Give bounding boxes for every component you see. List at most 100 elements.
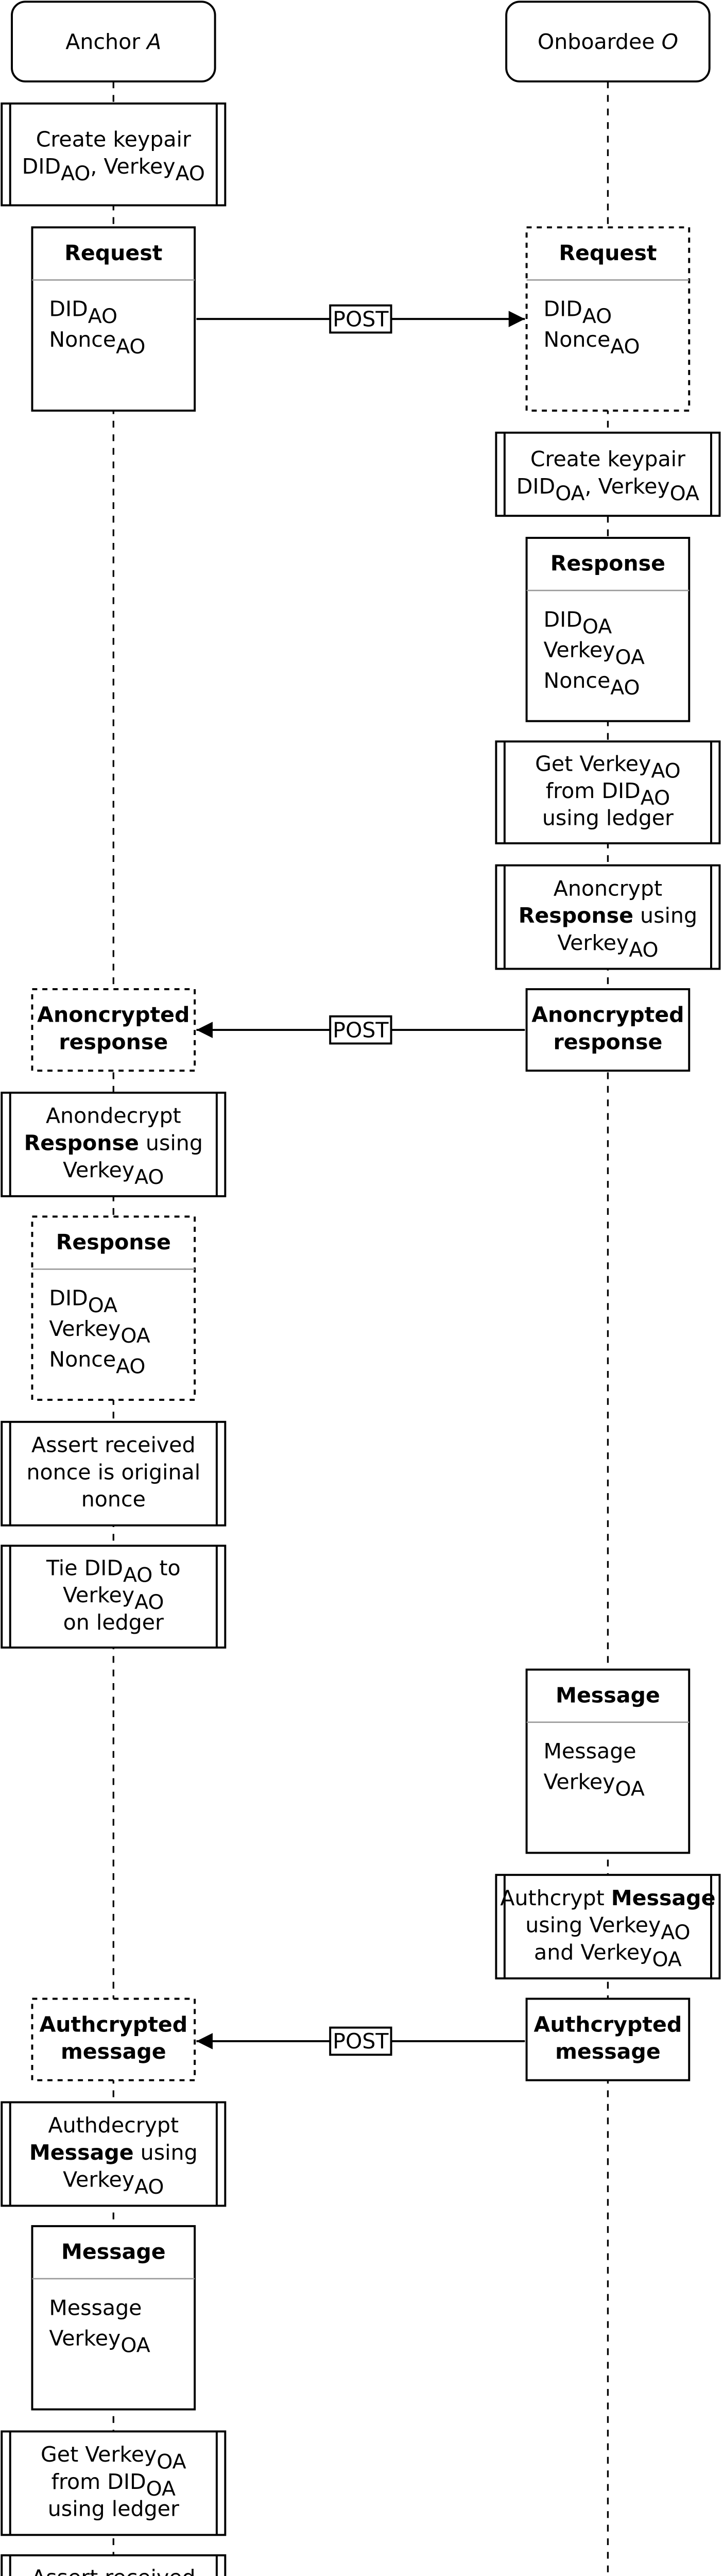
text-line: Create keypair	[36, 127, 191, 151]
text-run: DID	[517, 474, 555, 499]
process-box	[1, 2554, 227, 2576]
text-line: Message	[543, 1739, 636, 1764]
text-run: Authcrypt	[500, 1886, 611, 1910]
text-run: AO	[134, 2175, 164, 2198]
text-run: Authcrypted	[39, 2012, 187, 2037]
text-line: response	[553, 1029, 662, 1054]
text-line: on ledger	[63, 1610, 164, 1635]
text-run: Verkey	[63, 2167, 134, 2192]
text-run: from DID	[51, 2469, 146, 2494]
text-line: Assert received	[31, 1433, 196, 1458]
text-run: Verkey	[543, 1769, 615, 1794]
text-line: VerkeyOA	[543, 1769, 644, 1801]
text-line: using ledger	[542, 806, 674, 831]
text-run: using	[134, 2140, 198, 2165]
text-line: Anondecrypt	[46, 1104, 181, 1128]
text-run: Message	[543, 1739, 636, 1764]
text-run: message	[61, 2039, 166, 2064]
text-line: DIDOA, VerkeyOA	[517, 474, 699, 505]
text-run: Nonce	[543, 327, 610, 352]
text-line: Message	[49, 2295, 142, 2320]
text-line: VerkeyAO	[63, 1158, 164, 1189]
note-title: Response	[56, 1230, 171, 1255]
text-line: Create keypair	[530, 447, 685, 471]
text-line: NonceAO	[543, 668, 640, 700]
text-line: DIDAO, VerkeyAO	[22, 154, 205, 185]
process-box	[495, 431, 721, 517]
note-title: Message	[556, 1683, 660, 1707]
text-line: using ledger	[48, 2497, 179, 2521]
text-run: Message	[611, 1886, 716, 1910]
text-run: Authcrypted	[534, 2012, 682, 2037]
text-run: AO	[651, 759, 680, 783]
note-box	[31, 226, 196, 412]
participant	[11, 1, 216, 83]
text-line: DIDAO	[543, 297, 612, 328]
text-line: VerkeyOA	[543, 638, 644, 669]
note-box	[525, 226, 691, 412]
text-run: Anoncrypt	[554, 876, 662, 901]
process-box	[1, 2101, 227, 2207]
text-run: on ledger	[63, 1610, 164, 1635]
text-line: Anoncrypted	[531, 1003, 684, 1027]
text-line: message	[555, 2039, 661, 2064]
text-run: , Verkey	[90, 154, 175, 179]
text-run: AO	[582, 304, 612, 328]
text-line: NonceAO	[543, 327, 640, 359]
message-box	[525, 988, 691, 1072]
text-run: from DID	[546, 778, 641, 803]
text-run: Authdecrypt	[48, 2113, 179, 2138]
text-run: OA	[615, 1777, 644, 1801]
text-line: Anoncrypt	[554, 876, 662, 901]
text-line: NonceAO	[49, 1347, 145, 1378]
text-run: DID	[543, 607, 582, 632]
text-line: Authdecrypt	[48, 2113, 179, 2138]
text-run: AO	[61, 162, 90, 185]
text-run: A	[145, 29, 161, 54]
text-run: Anchor	[65, 29, 147, 54]
message-box	[31, 988, 196, 1072]
text-run: AO	[134, 1590, 164, 1614]
text-run: and Verkey	[534, 1940, 652, 1964]
text-line: and VerkeyOA	[534, 1940, 682, 1971]
text-run: O	[662, 29, 678, 54]
text-line: NonceAO	[49, 327, 145, 359]
text-line: Assert received	[31, 2565, 196, 2576]
text-run: Verkey	[49, 2326, 120, 2351]
note-box	[525, 537, 691, 722]
text-run: OA	[615, 645, 644, 669]
note-title: Response	[550, 551, 665, 576]
text-line: DIDOA	[49, 1286, 117, 1317]
note-box	[525, 1668, 691, 1854]
message-label-box	[329, 2026, 392, 2056]
text-line: VerkeyAO	[557, 930, 658, 962]
text-line: nonce is original	[26, 1460, 200, 1484]
message-box	[31, 1997, 196, 2081]
text-run: , Verkey	[585, 474, 670, 499]
text-run: Response	[519, 903, 633, 928]
text-line: VerkeyOA	[49, 1316, 150, 1348]
text-run: AO	[661, 1920, 690, 1944]
text-run: Verkey	[49, 1316, 120, 1341]
text-run: response	[59, 1029, 168, 1054]
text-run: Get Verkey	[535, 751, 651, 776]
text-line: from DIDAO	[546, 778, 670, 810]
text-run: OA	[120, 1324, 150, 1348]
text-run: AO	[629, 938, 658, 961]
text-run: AO	[641, 786, 670, 810]
text-run: Onboardee	[538, 29, 662, 54]
text-line: Response using	[519, 903, 697, 928]
text-line: Tie DIDAO to	[46, 1555, 181, 1587]
process-box	[1, 102, 227, 207]
message-label: POST	[333, 2029, 389, 2054]
text-line: Get VerkeyOA	[41, 2442, 186, 2473]
text-line: DIDAO	[49, 297, 117, 328]
text-run: AO	[176, 162, 205, 185]
text-line: Anoncrypted	[37, 1003, 190, 1027]
text-line: Response using	[24, 1130, 203, 1155]
process-box	[495, 740, 721, 844]
process-box	[495, 1874, 721, 1980]
text-run: Nonce	[49, 327, 116, 352]
